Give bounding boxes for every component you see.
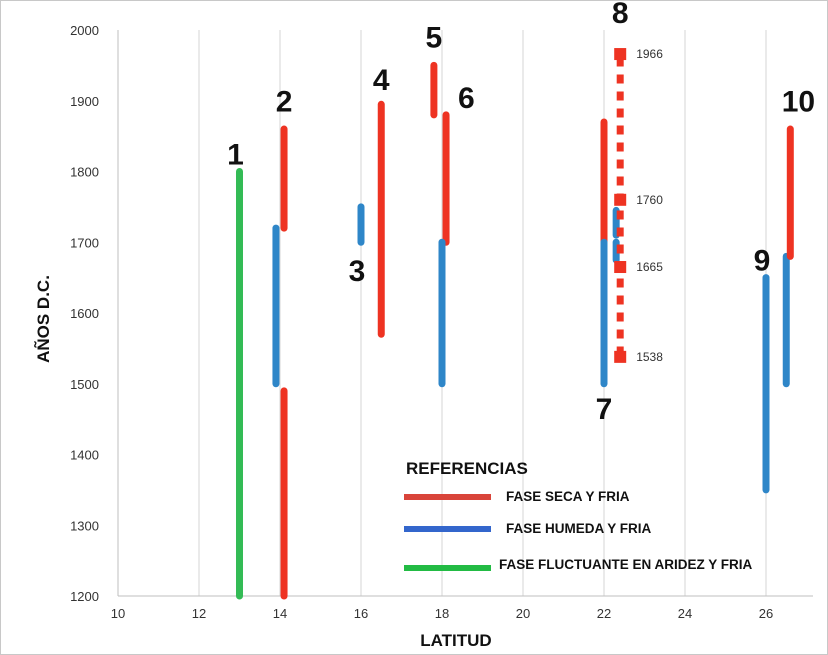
legend-label-humeda: FASE HUMEDA Y FRIA [506,521,652,536]
year-annotation: 1760 [636,193,663,207]
year-marker [614,193,627,206]
site-label: 1 [227,138,244,171]
year-marker [614,48,627,61]
series-layer [236,48,794,600]
y-axis-title: AÑOS D.C. [33,275,53,363]
y-tick-label: 2000 [70,23,99,38]
site-label: 6 [458,82,475,115]
y-tick-label: 1200 [70,589,99,604]
y-tick-label: 1800 [70,165,99,180]
year-annotation: 1538 [636,350,663,364]
x-tick-label: 18 [435,606,449,621]
y-tick-label: 1700 [70,235,99,250]
site-label: 8 [612,1,629,30]
legend: REFERENCIAS FASE SECA Y FRIA FASE HUMEDA… [404,459,753,572]
x-tick-label: 10 [111,606,125,621]
x-tick-label: 24 [678,606,692,621]
y-tick-label: 1500 [70,377,99,392]
site-label: 3 [349,255,366,288]
year-marker [614,350,627,363]
site-label: 7 [596,393,613,426]
y-tick-label: 1400 [70,448,99,463]
legend-label-seca: FASE SECA Y FRIA [506,489,630,504]
x-tick-label: 26 [759,606,773,621]
y-tick-label: 1600 [70,306,99,321]
y-tick-label: 1900 [70,94,99,109]
site-label: 4 [373,64,390,97]
site-label: 2 [276,85,293,118]
year-marker [614,261,627,274]
year-annotation: 1665 [636,260,663,274]
x-axis-title: LATITUD [420,631,491,650]
site-label: 5 [426,22,443,55]
x-tick-label: 22 [597,606,611,621]
site-label: 9 [754,245,771,278]
legend-label-fluctuante: FASE FLUCTUANTE EN ARIDEZ Y FRIA [499,557,753,572]
x-tick-label: 14 [273,606,287,621]
site-label: 10 [782,85,815,118]
x-tick-label: 20 [516,606,530,621]
year-annotation: 1966 [636,47,663,61]
x-tick-label: 12 [192,606,206,621]
axis-layer: 10 12 14 16 18 20 22 24 261200130014001500160017… [70,23,813,621]
x-tick-label: 16 [354,606,368,621]
y-tick-label: 1300 [70,518,99,533]
legend-title: REFERENCIAS [406,459,528,478]
